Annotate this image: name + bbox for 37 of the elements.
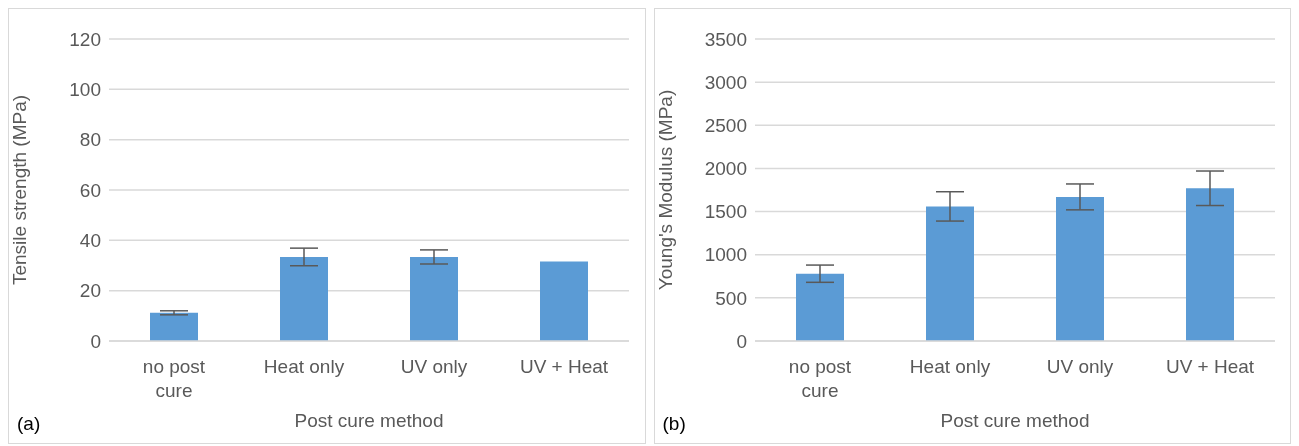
y-axis-title: Young's Modulus (MPa)	[654, 89, 676, 291]
bar	[410, 256, 458, 341]
x-axis-title: Post cure method	[940, 410, 1089, 431]
y-tick-label: 2000	[704, 158, 747, 180]
x-tick-label: no post cure	[142, 356, 206, 401]
y-tick-label: 60	[79, 179, 101, 201]
bar	[540, 261, 588, 341]
x-tick-label: UV + Heat	[519, 356, 609, 377]
x-tick-label: UV + Heat	[1165, 356, 1255, 377]
y-tick-label: 3500	[704, 28, 747, 50]
bar	[280, 256, 328, 341]
y-tick-label: 80	[79, 129, 101, 151]
text: (a)	[17, 413, 41, 435]
y-tick-label: 100	[69, 79, 101, 101]
y-tick-label: 2500	[704, 115, 747, 137]
bar	[150, 312, 198, 341]
y-tick-label: 1500	[704, 201, 747, 223]
x-tick-label: Heat only	[909, 356, 991, 377]
text: (b)	[662, 413, 686, 435]
y-tick-label: 120	[69, 28, 101, 50]
y-tick-label: 0	[735, 330, 747, 352]
bar	[925, 206, 974, 341]
y-tick-label: 3000	[704, 71, 747, 93]
y-tick-label: 0	[90, 330, 101, 352]
y-axis-title: Tensile strength (MPa)	[8, 94, 30, 286]
y-tick-label: 500	[714, 287, 747, 309]
x-tick-label: UV only	[400, 356, 468, 377]
y-tick-label: 40	[79, 230, 101, 252]
y-tick-label: 1000	[704, 244, 747, 266]
y-tick-label: 20	[79, 280, 101, 302]
bar	[1185, 188, 1234, 341]
bar	[1055, 196, 1104, 341]
x-tick-label: UV only	[1046, 356, 1114, 377]
x-axis-title: Post cure method	[294, 410, 444, 431]
x-tick-label: Heat only	[263, 356, 345, 377]
bar	[795, 273, 844, 341]
x-tick-label: no post cure	[788, 356, 852, 401]
